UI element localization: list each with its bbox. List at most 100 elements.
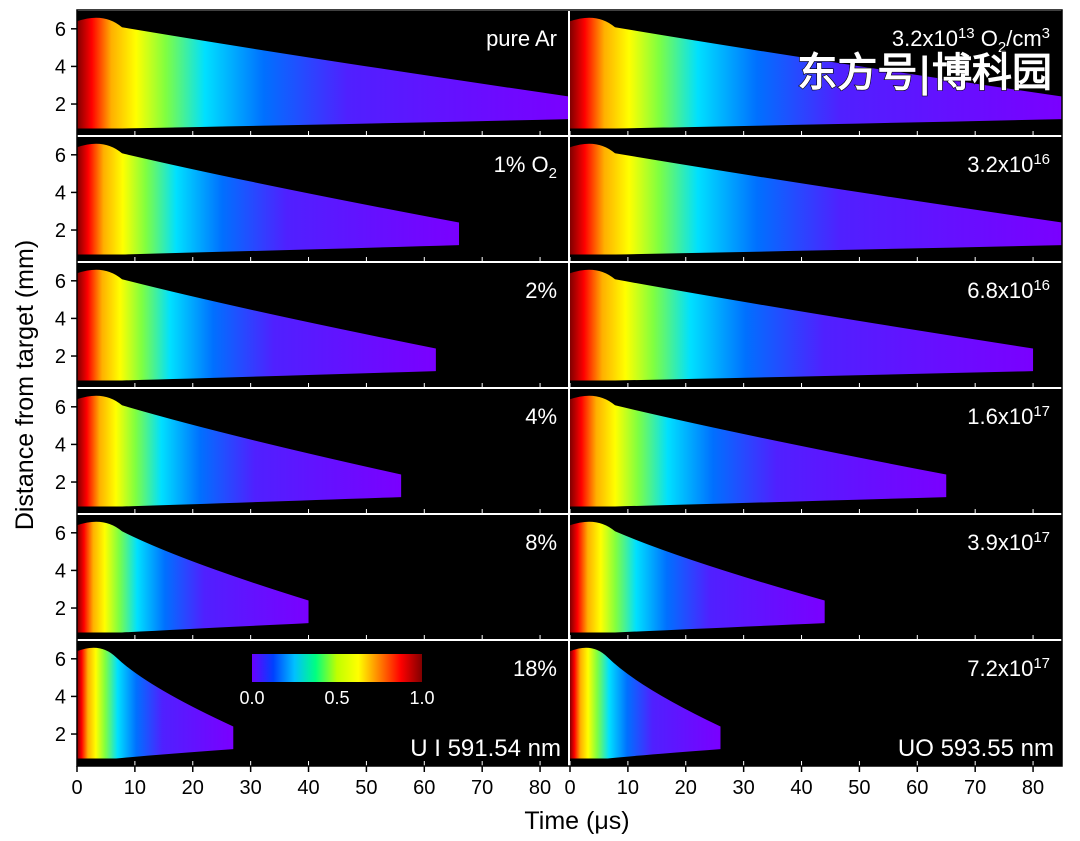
y-tick-label: 6 [55,145,66,167]
y-tick-label: 2 [55,598,66,620]
y-tick-label: 6 [55,271,66,293]
panel-label: 3.2x1016 [967,151,1050,177]
x-tick-label: 40 [790,777,812,799]
panel-label-part: 17 [1033,529,1050,546]
panel-label: 6.8x1016 [967,277,1050,303]
plume [570,521,825,633]
panel-label-part: 2% [525,278,557,303]
panel-1-0: 3.2x1013 O2/cm3 [569,10,1062,136]
colorbar-label: 1.0 [409,688,434,708]
panel-label: 2% [525,278,557,303]
panel-0-2: 2% 2 4 6 [55,262,569,388]
panel-label-part: /cm [1006,26,1041,51]
y-tick-label: 6 [55,523,66,545]
panel-label-part: 17 [1033,655,1050,672]
plume [570,143,1062,255]
colorbar-label: 0.5 [324,688,349,708]
panel-label-part: 8% [525,530,557,555]
panel-label: 1% O2 [494,152,557,182]
x-tick-label: 20 [675,777,697,799]
x-tick-label: 30 [733,777,755,799]
y-tick-label: 2 [55,472,66,494]
x-tick-label: 0 [564,777,575,799]
y-tick-label: 2 [55,94,66,116]
x-tick-label: 40 [297,777,319,799]
x-tick-label: 20 [182,777,204,799]
panel-label-part: 3.9x10 [967,530,1033,555]
x-tick-label: 80 [529,777,551,799]
plume [77,143,460,255]
plume [77,269,436,381]
frame [76,9,1063,767]
y-tick-label: 2 [55,724,66,746]
plume [570,17,1062,129]
y-tick-label: 4 [55,182,66,204]
panel-label-part: 3.2x10 [967,152,1033,177]
y-tick-label: 4 [55,56,66,78]
plume [77,395,402,507]
x-tick-label: 50 [848,777,870,799]
plume [77,647,234,759]
panel-label-part: 16 [1033,151,1050,168]
y-tick-label: 6 [55,19,66,41]
panel-label: pure Ar [486,26,557,51]
panel-label-part: pure Ar [486,26,557,51]
plume [570,395,947,507]
panel-1-2: 6.8x1016 [569,262,1062,388]
panel-0-0: pure Ar 2 4 6 [55,10,569,136]
panel-label-part: 18% [513,656,557,681]
panel-label-part: 2 [549,165,557,182]
panel-label-part: 16 [1033,277,1050,294]
panel-label: 1.6x1017 [967,403,1050,429]
panel-label: 8% [525,530,557,555]
x-tick-label: 10 [124,777,146,799]
y-tick-label: 4 [55,686,66,708]
panel-label: 7.2x1017 [967,655,1050,681]
panel-label-part: 17 [1033,403,1050,420]
y-tick-label: 4 [55,434,66,456]
panel-0-4: 8% 2 4 6 [55,514,569,640]
panel-label-part: 7.2x10 [967,656,1033,681]
panel-label-part: 1.6x10 [967,404,1033,429]
panel-label: 3.2x1013 O2/cm3 [892,25,1050,56]
x-tick-label: 50 [355,777,377,799]
panel-label-part: 3.2x10 [892,26,958,51]
axes: 0 10 20 30 40 50 60 70 80 0 10 20 30 40 50 60 70 80 0.0 0.5… [71,9,1063,799]
panel-label-part: 13 [958,25,975,42]
x-tick-label: 70 [964,777,986,799]
plume [77,521,309,633]
panel-label-part: 6.8x10 [967,278,1033,303]
x-tick-label: 70 [471,777,493,799]
panel-label-part: O [975,26,998,51]
y-axis-title: Distance from target (mm) [11,240,39,530]
panel-label-part: 2 [998,39,1006,56]
y-tick-label: 2 [55,346,66,368]
panel-1-3: 1.6x1017 [569,388,1062,514]
panel-1-4: 3.9x1017 [569,514,1062,640]
panel-0-3: 4% 2 4 6 [55,388,569,514]
x-tick-label: 60 [906,777,928,799]
x-tick-label: 80 [1022,777,1044,799]
panel-1-1: 3.2x1016 [569,136,1062,262]
colorbar [252,654,422,682]
emission-label: UO 593.55 nm [898,735,1054,762]
plume [77,17,569,129]
plume [570,269,1034,381]
x-axis-title: Time (μs) [524,807,629,835]
watermark: 东方号|博科园 [797,50,1052,97]
panel-label: 3.9x1017 [967,529,1050,555]
x-tick-label: 10 [617,777,639,799]
panel-1-5: 7.2x1017 UO 593.55 nm [569,640,1062,766]
x-tick-label: 60 [413,777,435,799]
y-tick-label: 2 [55,220,66,242]
panel-label: 4% [525,404,557,429]
emission-label: U I 591.54 nm [410,735,561,762]
plume [570,647,721,759]
y-tick-label: 4 [55,560,66,582]
y-tick-label: 6 [55,649,66,671]
x-tick-label: 0 [71,777,82,799]
y-tick-label: 6 [55,397,66,419]
panel-label-part: 3 [1042,25,1050,42]
